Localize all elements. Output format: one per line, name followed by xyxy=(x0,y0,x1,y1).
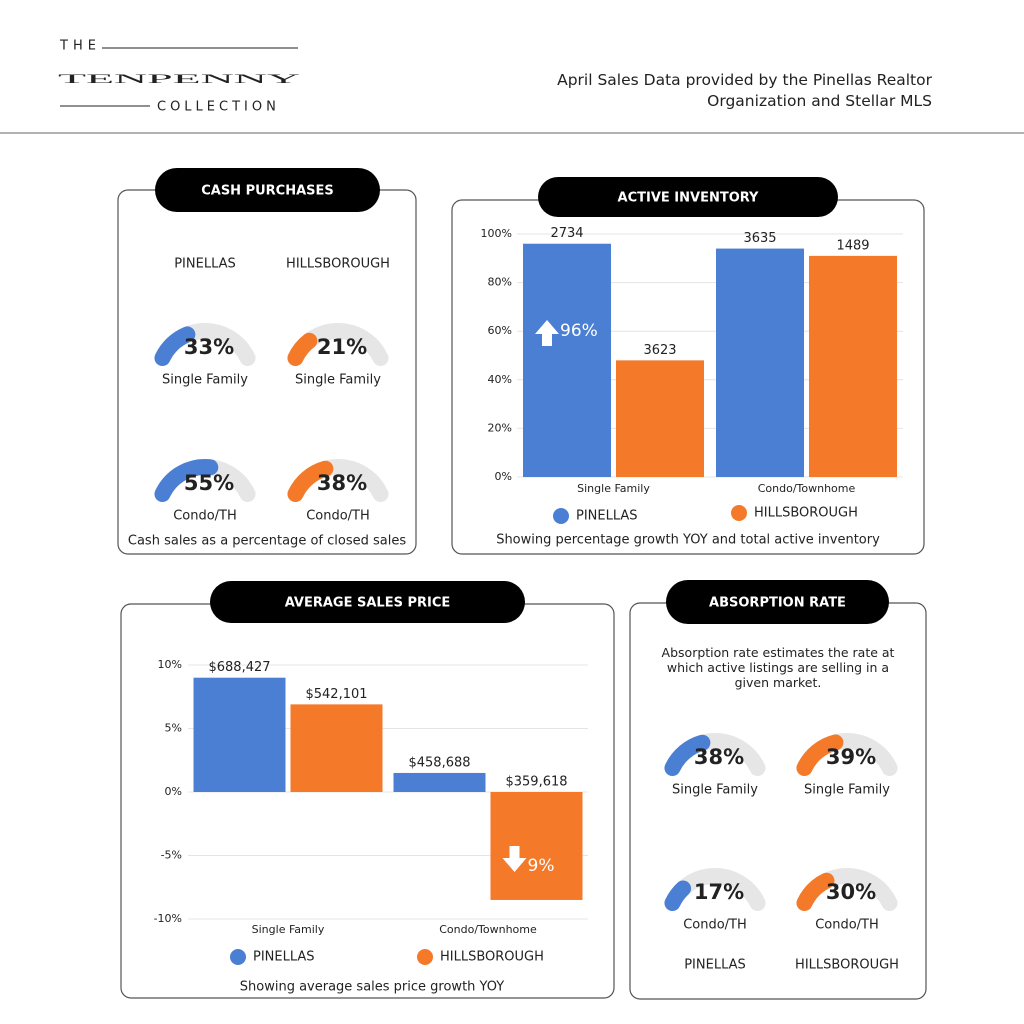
logo-bottom: COLLECTION xyxy=(157,100,280,115)
y-tick-label: 20% xyxy=(488,421,512,434)
bar xyxy=(193,677,286,792)
gauge-value xyxy=(154,459,219,502)
bar xyxy=(393,772,486,792)
bar-count-label: 1489 xyxy=(836,238,869,253)
bar-count-label: 2734 xyxy=(550,226,583,241)
legend-label: HILLSBOROUGH xyxy=(754,506,858,521)
description: Absorption rate estimates the rate at wh… xyxy=(661,645,895,690)
legend-swatch xyxy=(553,508,569,524)
gauge-category: Condo/TH xyxy=(306,509,370,524)
y-tick-label: 60% xyxy=(488,324,512,337)
gauge-value xyxy=(796,734,844,776)
gauge-value xyxy=(796,872,835,911)
gauge-label: 33% xyxy=(184,335,234,359)
x-tick-label: Single Family xyxy=(577,482,650,495)
legend-swatch xyxy=(417,949,433,965)
gauge-category: Single Family xyxy=(162,373,248,388)
title-pill xyxy=(538,177,838,217)
column-label: HILLSBOROUGH xyxy=(795,958,899,973)
bar-count-label: 3635 xyxy=(743,231,776,246)
y-tick-label: 100% xyxy=(481,227,512,240)
bar-count-label: $458,688 xyxy=(408,755,470,770)
bar xyxy=(716,248,804,477)
title-pill xyxy=(155,168,380,212)
y-tick-label: 80% xyxy=(488,276,512,289)
trend-arrow xyxy=(502,846,527,872)
y-tick-label: 5% xyxy=(165,722,182,735)
y-tick-label: 40% xyxy=(488,373,512,386)
gauge-value xyxy=(287,332,318,366)
title-pill xyxy=(210,581,525,623)
bar xyxy=(616,360,704,477)
gauge-value xyxy=(154,326,196,366)
source-note: April Sales Data provided by the Pinella… xyxy=(557,71,932,110)
title-pill xyxy=(666,580,889,624)
legend-label: PINELLAS xyxy=(576,509,638,524)
bar xyxy=(290,704,383,792)
footnote: Cash sales as a percentage of closed sal… xyxy=(128,534,406,549)
y-tick-label: 0% xyxy=(495,470,512,483)
gauge-category: Single Family xyxy=(672,783,758,798)
bar-count-label: $359,618 xyxy=(505,775,567,790)
y-tick-label: -10% xyxy=(154,912,182,925)
trend-annotation: 96% xyxy=(560,321,598,341)
gauge-category: Condo/TH xyxy=(683,918,747,933)
gauge-category: Condo/TH xyxy=(815,918,879,933)
gauge-value xyxy=(287,460,334,502)
bar xyxy=(523,243,611,477)
y-tick-label: 10% xyxy=(158,658,182,671)
legend-swatch xyxy=(230,949,246,965)
gauge-label: 55% xyxy=(184,471,234,495)
column-label: PINELLAS xyxy=(684,958,746,973)
gauge-label: 38% xyxy=(317,471,367,495)
trend-arrow xyxy=(535,320,559,346)
bar-count-label: $542,101 xyxy=(305,687,367,702)
panel-title: AVERAGE SALES PRICE xyxy=(285,596,451,611)
legend-label: HILLSBOROUGH xyxy=(440,950,544,965)
gauge-label: 21% xyxy=(317,335,367,359)
bar-count-label: $688,427 xyxy=(208,660,270,675)
x-tick-label: Condo/Townhome xyxy=(758,482,856,495)
panel-title: ACTIVE INVENTORY xyxy=(618,191,760,206)
logo-name: TENPENNY xyxy=(58,71,302,86)
footnote: Showing average sales price growth YOY xyxy=(240,980,505,995)
logo-top: THE xyxy=(59,39,101,54)
y-tick-label: 0% xyxy=(165,785,182,798)
gauge-value xyxy=(664,880,692,911)
bar xyxy=(490,792,583,900)
column-label: PINELLAS xyxy=(174,257,236,272)
x-tick-label: Condo/Townhome xyxy=(439,923,537,936)
trend-annotation: 9% xyxy=(528,856,555,876)
gauge-category: Condo/TH xyxy=(173,509,237,524)
bar-count-label: 3623 xyxy=(643,343,676,358)
legend-label: PINELLAS xyxy=(253,950,315,965)
gauge-label: 30% xyxy=(826,880,876,904)
gauge-label: 17% xyxy=(694,880,744,904)
footnote: Showing percentage growth YOY and total … xyxy=(496,533,880,548)
panel-title: ABSORPTION RATE xyxy=(709,596,846,611)
legend-swatch xyxy=(731,505,747,521)
gauge-category: Single Family xyxy=(804,783,890,798)
panel-title: CASH PURCHASES xyxy=(201,184,334,199)
y-tick-label: -5% xyxy=(161,849,182,862)
gauge-label: 39% xyxy=(826,745,876,769)
x-tick-label: Single Family xyxy=(252,923,325,936)
gauge-value xyxy=(664,734,711,776)
column-label: HILLSBOROUGH xyxy=(286,257,390,272)
gauge-label: 38% xyxy=(694,745,744,769)
gauge-category: Single Family xyxy=(295,373,381,388)
bar xyxy=(809,255,897,477)
